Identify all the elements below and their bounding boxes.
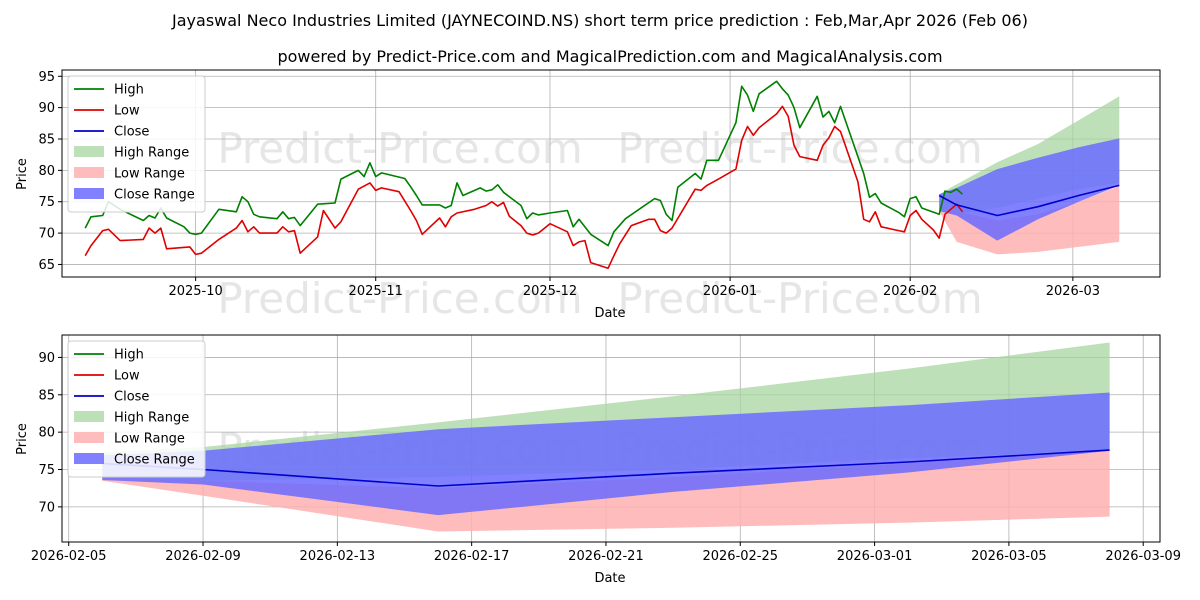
close-range-area bbox=[939, 138, 1120, 241]
legend-label-high: High bbox=[114, 83, 144, 98]
x-axis-label: Date bbox=[594, 306, 625, 321]
x-tick-label: 2026-02-09 bbox=[165, 549, 241, 564]
x-tick-label: 2026-02-21 bbox=[568, 549, 644, 564]
y-tick-label: 80 bbox=[38, 426, 55, 441]
legend-label-close-range: Close Range bbox=[114, 188, 195, 203]
y-tick-label: 65 bbox=[38, 258, 55, 273]
x-tick-label: 2026-02 bbox=[883, 284, 937, 299]
x-tick-label: 2025-10 bbox=[168, 284, 222, 299]
watermark: Predict-Price.com bbox=[617, 274, 982, 323]
range-areas bbox=[102, 342, 1110, 532]
y-axis: 70 75 80 85 90 bbox=[38, 351, 62, 515]
legend-label-high-range: High Range bbox=[114, 411, 189, 426]
x-tick-label: 2025-11 bbox=[349, 284, 403, 299]
plot-frame bbox=[61, 334, 1161, 543]
legend-label-high-range: High Range bbox=[114, 146, 189, 161]
y-tick-label: 70 bbox=[38, 227, 55, 242]
low-line bbox=[84, 105, 964, 270]
y-tick-label: 85 bbox=[38, 133, 55, 148]
legend: High Low Close High Range Low Range Close Ran… bbox=[67, 75, 206, 213]
x-tick-label: 2026-03-05 bbox=[971, 549, 1047, 564]
y-tick-label: 90 bbox=[38, 351, 55, 366]
chart-title: Jayaswal Neco Industries Limited (JAYNEC… bbox=[171, 11, 1028, 30]
legend-swatch-high-range bbox=[74, 411, 104, 422]
x-tick-label: 2026-03-09 bbox=[1105, 549, 1181, 564]
legend-label-close: Close bbox=[114, 390, 149, 405]
watermark: Predict-Price.com bbox=[217, 124, 582, 173]
x-tick-label: 2026-02-17 bbox=[434, 549, 510, 564]
watermark: Predict-Price.com bbox=[217, 274, 582, 323]
x-axis-label: Date bbox=[594, 571, 625, 586]
legend-label-low-range: Low Range bbox=[114, 432, 185, 447]
y-tick-label: 75 bbox=[38, 195, 55, 210]
x-tick-label: 2026-02-13 bbox=[300, 549, 376, 564]
y-tick-label: 80 bbox=[38, 164, 55, 179]
y-tick-label: 90 bbox=[38, 101, 55, 116]
forecast-chart: Predict-Price.com Predict-Price.com 2026… bbox=[15, 334, 1181, 586]
x-axis: 2026-02-05 2026-02-09 2026-02-13 2026-02-17… bbox=[31, 542, 1181, 564]
legend-label-high: High bbox=[114, 348, 144, 363]
y-tick-label: 95 bbox=[38, 70, 55, 85]
legend-label-low-range: Low Range bbox=[114, 167, 185, 182]
close-line bbox=[938, 184, 1120, 217]
range-areas bbox=[939, 96, 1120, 255]
y-axis-label: Price bbox=[15, 158, 30, 190]
y-tick-label: 85 bbox=[38, 388, 55, 403]
x-tick-label: 2026-03-01 bbox=[837, 549, 913, 564]
legend-label-close: Close bbox=[114, 125, 149, 140]
legend-swatch-close-range bbox=[74, 453, 104, 464]
high-line bbox=[84, 80, 964, 247]
legend-label-low: Low bbox=[114, 369, 140, 384]
y-tick-label: 75 bbox=[38, 463, 55, 478]
x-tick-label: 2026-02-05 bbox=[31, 549, 107, 564]
chart-subtitle: powered by Predict-Price.com and Magical… bbox=[277, 47, 942, 66]
legend-label-low: Low bbox=[114, 104, 140, 119]
y-axis-label: Price bbox=[15, 423, 30, 455]
y-tick-label: 70 bbox=[38, 500, 55, 515]
history-chart: Predict-Price.com Predict-Price.com Pred… bbox=[15, 69, 1161, 323]
x-tick-label: 2026-02-25 bbox=[702, 549, 778, 564]
legend: High Low Close High Range Low Range Close Ran… bbox=[67, 340, 206, 478]
legend-swatch-close-range bbox=[74, 188, 104, 199]
x-tick-label: 2026-03 bbox=[1046, 284, 1100, 299]
y-axis: 65 70 75 80 85 90 95 bbox=[38, 70, 62, 273]
legend-swatch-high-range bbox=[74, 146, 104, 157]
x-tick-label: 2025-12 bbox=[523, 284, 577, 299]
x-tick-label: 2026-01 bbox=[703, 284, 757, 299]
x-axis: 2025-10 2025-11 2025-12 2026-01 2026-02 2026-… bbox=[168, 277, 1100, 299]
series-lines bbox=[84, 80, 1120, 270]
close-range-area bbox=[102, 392, 1110, 516]
legend-swatch-low-range bbox=[74, 432, 104, 443]
legend-swatch-low-range bbox=[74, 167, 104, 178]
watermark: Predict-Price.com bbox=[617, 124, 982, 173]
legend-label-close-range: Close Range bbox=[114, 453, 195, 468]
plot-frame bbox=[61, 69, 1161, 278]
